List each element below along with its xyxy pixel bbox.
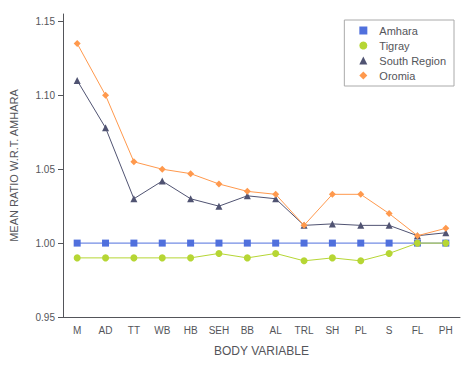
svg-text:South Region: South Region <box>379 55 446 67</box>
svg-text:1.15: 1.15 <box>36 16 56 27</box>
svg-text:PL: PL <box>355 325 368 336</box>
svg-text:BODY VARIABLE: BODY VARIABLE <box>214 344 309 358</box>
svg-text:BB: BB <box>241 325 255 336</box>
svg-text:FL: FL <box>412 325 424 336</box>
svg-text:M: M <box>73 325 81 336</box>
svg-text:Tigray: Tigray <box>379 40 410 52</box>
svg-text:TT: TT <box>128 325 140 336</box>
svg-text:PH: PH <box>439 325 453 336</box>
svg-text:1.00: 1.00 <box>36 238 56 249</box>
svg-text:Oromia: Oromia <box>379 70 416 82</box>
svg-text:TRL: TRL <box>295 325 314 336</box>
svg-text:HB: HB <box>184 325 198 336</box>
svg-text:AD: AD <box>99 325 113 336</box>
svg-text:Amhara: Amhara <box>379 25 418 37</box>
svg-text:SEH: SEH <box>209 325 230 336</box>
svg-text:SH: SH <box>325 325 339 336</box>
svg-text:0.95: 0.95 <box>36 312 56 323</box>
svg-text:MEAN RATIO W.R.T. AMHARA: MEAN RATIO W.R.T. AMHARA <box>8 89 20 242</box>
svg-text:WB: WB <box>154 325 170 336</box>
svg-text:S: S <box>386 325 393 336</box>
svg-text:1.10: 1.10 <box>36 90 56 101</box>
svg-text:AL: AL <box>270 325 283 336</box>
svg-text:1.05: 1.05 <box>36 164 56 175</box>
